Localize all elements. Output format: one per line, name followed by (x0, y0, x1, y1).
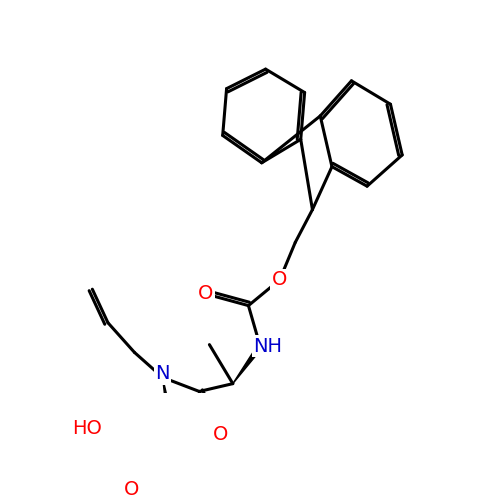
Text: O: O (198, 284, 213, 304)
Polygon shape (162, 378, 173, 423)
Text: NH: NH (254, 336, 282, 355)
Text: N: N (156, 364, 170, 383)
Text: HO: HO (72, 418, 102, 438)
Polygon shape (233, 344, 262, 384)
Text: O: O (213, 425, 228, 444)
Text: O: O (272, 270, 287, 289)
Text: O: O (124, 480, 139, 498)
